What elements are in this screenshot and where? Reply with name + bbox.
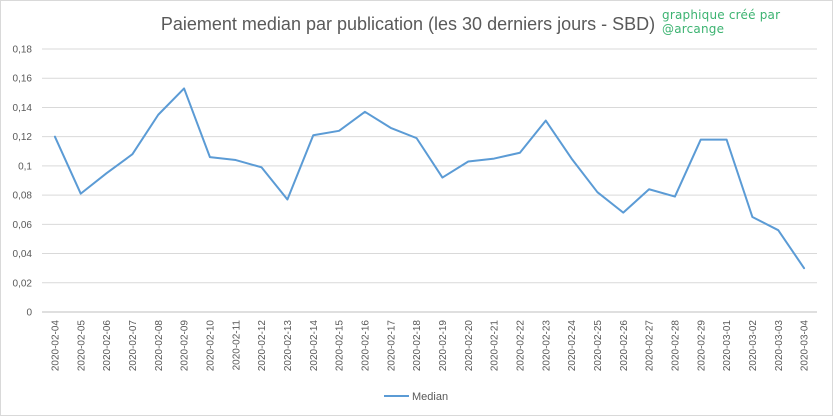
data-point xyxy=(234,158,238,162)
y-tick-label: 0,18 xyxy=(13,45,33,56)
y-tick-label: 0,16 xyxy=(13,74,33,85)
x-tick-label: 2020-02-10 xyxy=(205,320,216,372)
x-tick-label: 2020-02-06 xyxy=(102,320,113,372)
data-point xyxy=(363,110,367,114)
data-point xyxy=(79,192,83,196)
gridlines xyxy=(42,48,817,313)
data-point xyxy=(208,155,212,159)
data-point xyxy=(466,160,470,164)
data-point xyxy=(156,113,160,117)
x-tick-label: 2020-02-21 xyxy=(490,320,501,372)
x-tick-label: 2020-02-18 xyxy=(412,320,423,372)
data-point xyxy=(544,119,548,123)
x-tick-label: 2020-02-23 xyxy=(541,320,552,372)
data-point xyxy=(750,215,754,219)
x-tick-label: 2020-02-05 xyxy=(76,320,87,372)
x-tick-label: 2020-02-27 xyxy=(645,320,656,372)
x-tick-label: 2020-02-24 xyxy=(567,320,578,372)
data-point xyxy=(260,165,264,169)
x-tick-label: 2020-02-11 xyxy=(231,320,242,371)
data-point xyxy=(673,195,677,199)
data-point xyxy=(647,187,651,191)
x-axis-ticks: 2020-02-04 2020-02-05 2020-02-06 2020-02-07… xyxy=(50,320,810,372)
y-tick-label: 0,02 xyxy=(13,278,33,289)
data-point xyxy=(518,151,522,155)
y-tick-label: 0,12 xyxy=(13,132,33,143)
data-point xyxy=(725,138,729,142)
x-tick-label: 2020-02-17 xyxy=(386,320,397,372)
data-point xyxy=(440,176,444,180)
y-tick-label: 0 xyxy=(26,308,32,319)
data-point xyxy=(802,266,806,270)
x-tick-label: 2020-02-22 xyxy=(515,320,526,372)
x-tick-label: 2020-02-15 xyxy=(335,320,346,372)
series-line-median xyxy=(53,87,806,270)
x-tick-label: 2020-02-20 xyxy=(464,320,475,372)
data-point xyxy=(311,133,315,137)
y-tick-label: 0,04 xyxy=(13,249,33,260)
data-point xyxy=(389,126,393,130)
chart-title: Paiement median par publication (les 30 … xyxy=(160,14,656,34)
x-tick-label: 2020-03-03 xyxy=(774,320,785,372)
data-point xyxy=(53,135,57,139)
data-point xyxy=(130,152,134,156)
legend-label: Median xyxy=(412,391,448,403)
data-point xyxy=(105,171,109,175)
x-tick-label: 2020-02-13 xyxy=(283,320,294,372)
legend: Median xyxy=(384,391,448,403)
data-point xyxy=(570,157,574,161)
y-tick-label: 0,1 xyxy=(18,161,32,172)
y-tick-label: 0,06 xyxy=(13,220,33,231)
x-tick-label: 2020-03-01 xyxy=(722,320,733,372)
data-point xyxy=(776,228,780,232)
x-tick-label: 2020-02-19 xyxy=(438,320,449,372)
x-tick-label: 2020-02-09 xyxy=(180,320,191,372)
data-point xyxy=(182,86,186,90)
chart-credit: graphique créé par @arcange xyxy=(662,8,781,36)
x-tick-label: 2020-02-14 xyxy=(309,320,320,372)
data-point xyxy=(621,211,625,215)
y-tick-label: 0,08 xyxy=(13,191,33,202)
x-tick-label: 2020-02-29 xyxy=(696,320,707,372)
data-point xyxy=(415,136,419,140)
x-tick-label: 2020-02-07 xyxy=(128,320,139,372)
data-point xyxy=(492,157,496,161)
x-tick-label: 2020-02-25 xyxy=(593,320,604,372)
data-point xyxy=(699,138,703,142)
y-tick-label: 0,14 xyxy=(13,103,33,114)
x-tick-label: 2020-02-04 xyxy=(50,320,61,372)
x-tick-label: 2020-03-04 xyxy=(800,320,811,372)
x-tick-label: 2020-02-12 xyxy=(257,320,268,372)
data-point xyxy=(285,197,289,201)
data-point xyxy=(595,190,599,194)
x-tick-label: 2020-02-08 xyxy=(154,320,165,372)
x-tick-label: 2020-03-02 xyxy=(748,320,759,372)
series-layer xyxy=(53,86,806,270)
x-tick-label: 2020-02-26 xyxy=(619,320,630,372)
y-axis-ticks: 0 0,02 0,04 0,06 0,08 0,1 0,12 0,14 0,16 0,18 xyxy=(13,45,33,319)
data-point xyxy=(337,129,341,133)
x-tick-label: 2020-02-28 xyxy=(670,320,681,372)
x-tick-label: 2020-02-16 xyxy=(360,320,371,372)
